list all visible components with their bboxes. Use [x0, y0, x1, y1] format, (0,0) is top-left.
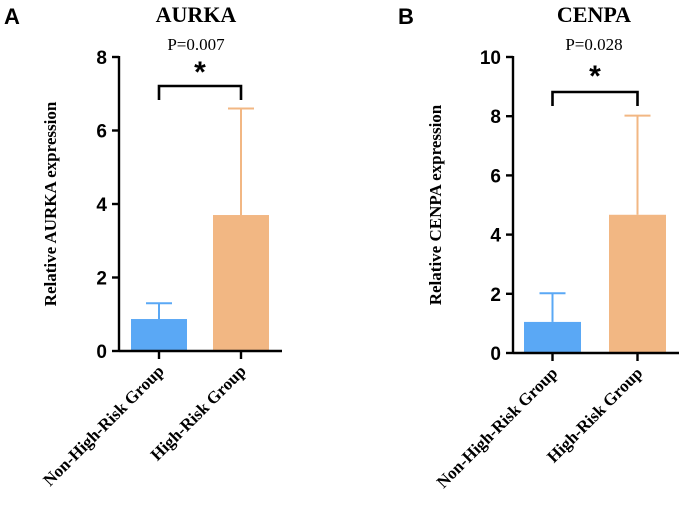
y-tick-label: 4: [490, 226, 501, 247]
y-tick-label: 8: [96, 48, 107, 69]
p-value-label: P=0.007: [167, 35, 225, 54]
y-tick-label: 4: [96, 195, 107, 216]
y-tick-label: 6: [490, 166, 501, 187]
y-tick-label: 10: [480, 48, 501, 69]
significance-star: *: [589, 60, 601, 93]
bar-high-risk: [609, 214, 666, 353]
x-tick-label: Non-High-Risk Group: [433, 363, 561, 491]
chart-title: AURKA: [156, 2, 237, 27]
y-tick-label: 0: [490, 344, 501, 365]
y-tick-label: 2: [96, 269, 107, 290]
y-axis-label: Relative CENPA expression: [426, 104, 445, 305]
y-tick-label: 6: [96, 122, 107, 143]
panel-letter: A: [4, 4, 20, 29]
bar-high-risk: [213, 215, 269, 351]
y-tick-label: 8: [490, 107, 501, 128]
y-axis-label: Relative AURKA expression: [41, 101, 60, 306]
p-value-label: P=0.028: [565, 35, 622, 54]
panel-letter: B: [398, 4, 414, 29]
significance-bracket: [551, 90, 639, 106]
chart-panel-a: A AURKA P=0.007 Relative AURKA expression 0 2…: [4, 2, 282, 490]
x-tick-label: Non-High-Risk Group: [39, 361, 167, 489]
bar-non-high-risk: [131, 319, 187, 351]
significance-star: *: [194, 56, 206, 89]
y-tick-label: 2: [490, 285, 501, 306]
chart-title: CENPA: [557, 2, 631, 27]
chart-panel-b: B CENPA P=0.028 Relative CENPA expression 0 2…: [398, 2, 679, 492]
significance-bracket: [157, 84, 243, 100]
bar-non-high-risk: [524, 321, 581, 353]
y-tick-label: 0: [96, 342, 107, 363]
